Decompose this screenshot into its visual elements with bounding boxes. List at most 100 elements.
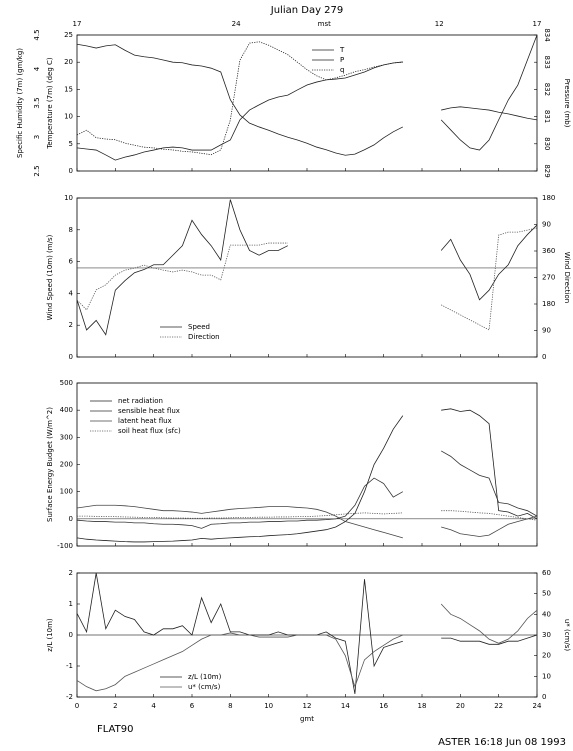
- series-line: [76, 504, 538, 539]
- top-axis-label: 24: [232, 20, 241, 28]
- y3-axis-label: Specific Humidity (7m) (gm/kg): [16, 48, 24, 158]
- legend-label: net radiation: [118, 397, 163, 405]
- y2-tick-label: 0: [542, 353, 546, 361]
- x-tick-label: 22: [494, 702, 503, 710]
- y-tick-label: 5: [69, 140, 73, 148]
- legend-label: soil heat flux (sfc): [118, 427, 181, 435]
- y-tick-label: 6: [69, 258, 74, 266]
- x-tick-label: 16: [379, 702, 388, 710]
- series-line: [76, 408, 538, 543]
- series-line: [76, 227, 538, 331]
- y-tick-label: 1: [69, 600, 73, 608]
- y-tick-label: 25: [64, 31, 73, 39]
- footer-right: ASTER 16:18 Jun 08 1993: [438, 737, 566, 748]
- x-tick-label: 10: [264, 702, 273, 710]
- y-tick-label: -1: [66, 662, 73, 670]
- x-tick-label: 4: [151, 702, 156, 710]
- y2-tick-label: 20: [542, 652, 551, 660]
- x-axis-label: gmt: [300, 715, 314, 723]
- x-tick-label: 2: [113, 702, 117, 710]
- top-axis-label: 17: [533, 20, 542, 28]
- series-line: [76, 34, 538, 161]
- legend-label: u* (cm/s): [188, 683, 221, 691]
- y2-tick-label: 829: [543, 164, 551, 177]
- y-tick-label: 0: [69, 353, 73, 361]
- y-tick-label: 8: [69, 226, 73, 234]
- legend-label: Speed: [188, 323, 210, 331]
- y2-tick-label: 40: [542, 610, 551, 618]
- legend-label: T: [339, 46, 345, 54]
- series-line: [76, 603, 538, 692]
- y2-tick-label: 180: [542, 300, 555, 308]
- y2-axis-label: Pressure (mb): [563, 79, 571, 128]
- y-tick-label: 0: [69, 631, 73, 639]
- y-tick-label: 400: [60, 406, 73, 414]
- y2-tick-label: 360: [542, 247, 555, 255]
- chart-title: Julian Day 279: [270, 5, 344, 16]
- y2-tick-label: 50: [542, 590, 551, 598]
- y2-tick-label: 90: [542, 221, 551, 229]
- y2-axis-label: Wind Direction: [563, 252, 571, 303]
- y-axis-label: Surface Energy Budget (W/m^2): [46, 407, 54, 522]
- y2-tick-label: 830: [543, 137, 551, 150]
- series-line: [76, 572, 538, 694]
- series-line: [76, 43, 538, 156]
- top-axis-label: 17: [73, 20, 82, 28]
- y3-tick-label: 2.5: [33, 165, 41, 176]
- y-axis-label: Temperature (7m) (deg C): [46, 57, 54, 150]
- y-tick-label: 300: [60, 433, 73, 441]
- y-tick-label: 20: [64, 58, 73, 66]
- y2-tick-label: 0: [542, 693, 546, 701]
- x-tick-label: 8: [228, 702, 232, 710]
- plot-frame: [76, 197, 538, 358]
- y2-tick-label: 831: [543, 110, 551, 123]
- x-tick-label: 24: [533, 702, 542, 710]
- y2-axis-label: u* (cm/s): [563, 619, 571, 652]
- footer-left: FLAT90: [97, 724, 133, 735]
- legend-label: sensible heat flux: [118, 407, 180, 415]
- y-tick-label: 4: [69, 289, 74, 297]
- y3-tick-label: 4.5: [33, 29, 41, 40]
- series-line: [76, 41, 403, 156]
- x-tick-label: 6: [190, 702, 195, 710]
- y-tick-label: 200: [60, 461, 73, 469]
- legend-label: z/L (10m): [188, 673, 222, 681]
- series-line: [77, 510, 538, 521]
- x-tick-label: 20: [456, 702, 465, 710]
- y2-tick-label: 30: [542, 631, 551, 639]
- y-tick-label: 10: [64, 113, 73, 121]
- y-tick-label: 0: [69, 167, 73, 175]
- x-tick-label: 12: [303, 702, 312, 710]
- y3-tick-label: 3: [33, 135, 41, 139]
- y-tick-label: 15: [64, 85, 73, 93]
- legend-label: q: [340, 66, 344, 74]
- y-tick-label: 0: [69, 515, 73, 523]
- y2-tick-label: 60: [542, 569, 551, 577]
- y3-tick-label: 4: [33, 66, 41, 71]
- plot-frame: [76, 34, 538, 172]
- legend-label: latent heat flux: [118, 417, 172, 425]
- y2-tick-label: 270: [542, 274, 555, 282]
- y-tick-label: -100: [57, 542, 73, 550]
- y2-tick-label: 832: [543, 83, 551, 96]
- y2-tick-label: 180: [542, 194, 555, 202]
- y2-tick-label: 834: [543, 28, 551, 42]
- y-axis-label: Wind Speed (10m) (m/s): [46, 234, 54, 320]
- x-tick-label: 0: [75, 702, 79, 710]
- legend-label: Direction: [188, 333, 220, 341]
- x-tick-label: 18: [418, 702, 427, 710]
- y-tick-label: 100: [60, 488, 73, 496]
- series-line: [76, 199, 538, 336]
- y2-tick-label: 10: [542, 672, 551, 680]
- y3-tick-label: 3.5: [33, 97, 41, 108]
- y2-tick-label: 90: [542, 327, 551, 335]
- y2-tick-label: 833: [543, 56, 551, 69]
- x-tick-label: 14: [341, 702, 350, 710]
- y-tick-label: 500: [60, 379, 73, 387]
- series-line: [76, 450, 538, 529]
- top-axis-label: mst: [318, 20, 331, 28]
- legend-label: P: [340, 56, 344, 64]
- y-tick-label: 2: [69, 321, 73, 329]
- y-tick-label: -2: [66, 693, 73, 701]
